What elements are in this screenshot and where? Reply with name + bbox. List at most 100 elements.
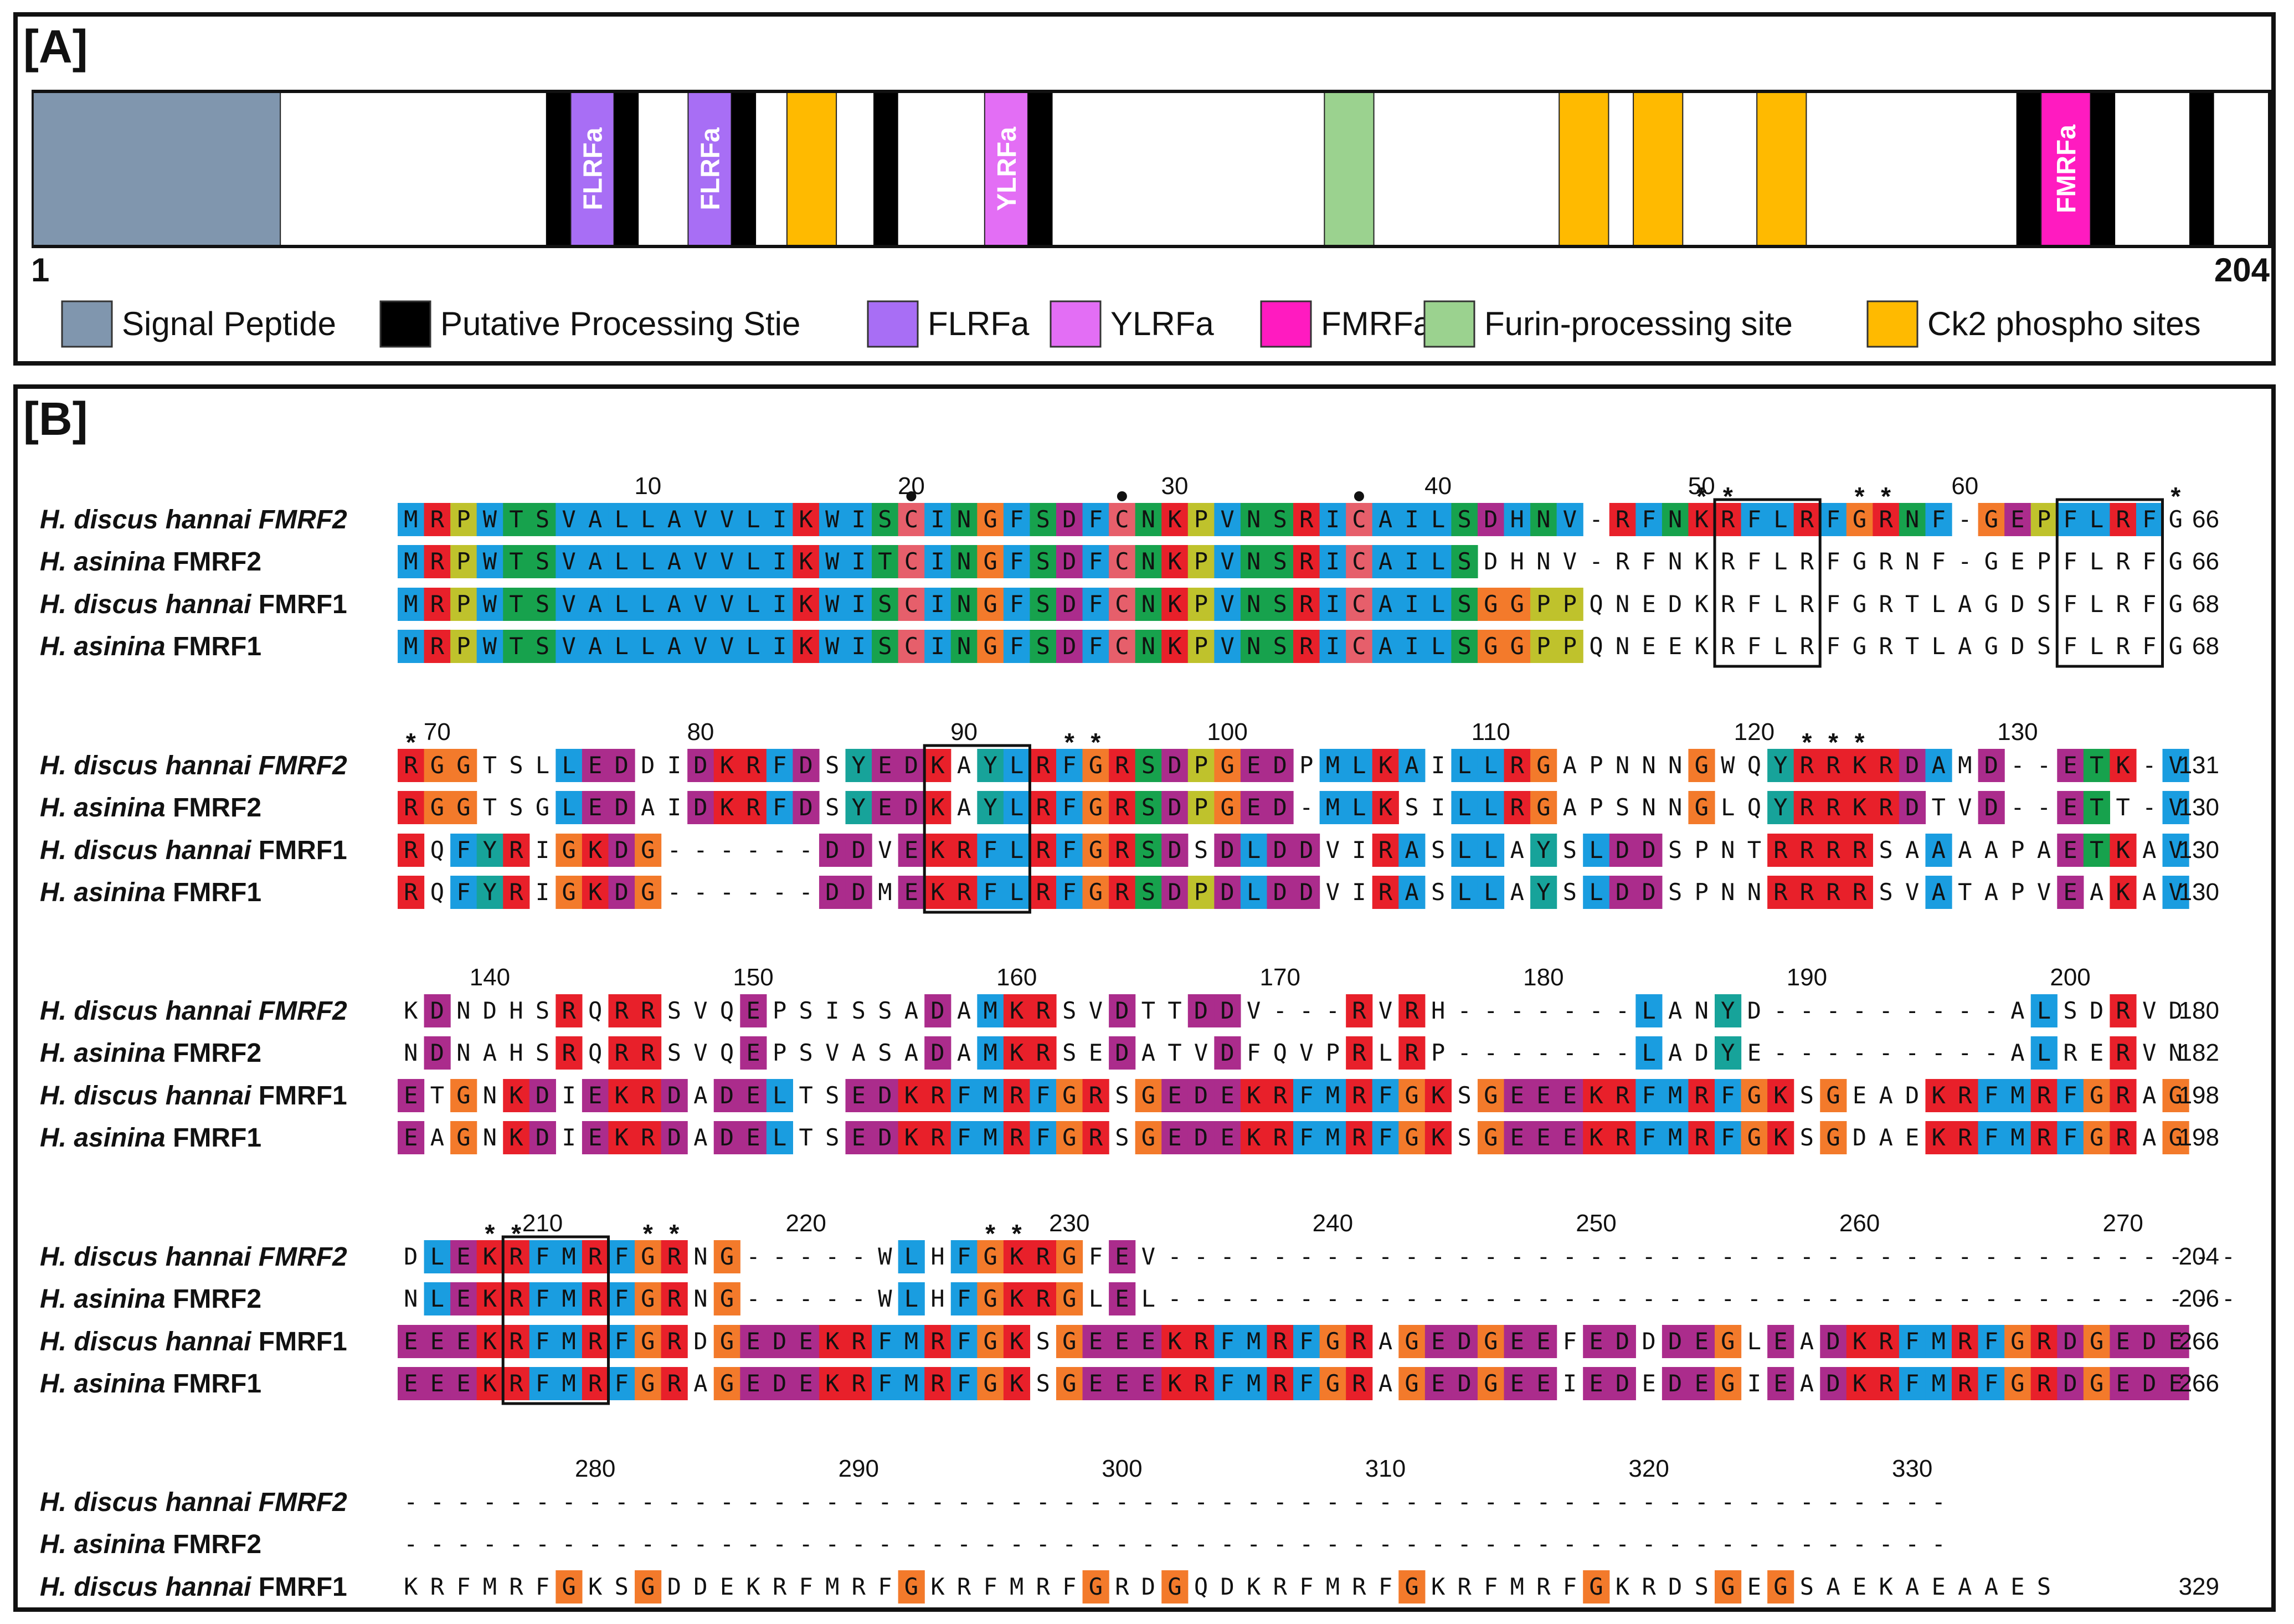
residue: A [1563,752,1577,779]
residue-highlight [1715,1367,1742,1400]
residue: N [1536,548,1550,575]
residue-highlight [977,834,1004,867]
residue: K [1247,1082,1261,1109]
residue-highlight [898,1121,925,1154]
residue-highlight [424,630,451,663]
residue-highlight [1056,791,1083,824]
residue: A [2142,1124,2156,1151]
residue: - [1405,1530,1418,1558]
residue-highlight [1688,1325,1715,1358]
residue: L [615,633,629,660]
residue-highlight [608,994,635,1027]
residue-highlight [556,1240,583,1273]
residue: R [2116,590,2131,618]
residue: F [536,1285,549,1312]
residue-highlight [608,1036,635,1070]
residue: M [1247,1370,1261,1397]
residue: - [1695,1530,1709,1558]
residue: - [1984,997,1998,1024]
residue: - [1510,1285,1524,1312]
residue-highlight [898,1367,925,1400]
residue: D [1194,1124,1208,1151]
residue: L [1010,878,1023,906]
residue: F [1299,1082,1313,1109]
residue: M [983,1124,997,1151]
residue: R [509,1573,523,1600]
residue-highlight [1135,876,1162,909]
residue: G [2090,1082,2103,1109]
residue: N [1721,878,1735,906]
residue: M [562,1243,575,1270]
residue-highlight [1161,834,1189,867]
residue: K [1379,794,1393,821]
residue: E [456,1285,470,1312]
residue-highlight [1530,1367,1557,1400]
residue-highlight [1477,834,1505,867]
residue: K [1379,752,1393,779]
residue: S [1879,836,1892,864]
residue: Q [1273,1039,1287,1066]
residue-highlight [1030,1240,1057,1273]
residue: D [852,836,866,864]
residue: E [404,1124,418,1151]
residue: P [456,506,470,533]
residue: K [1773,1082,1788,1109]
residue-highlight [1504,630,1531,663]
residue-highlight [1398,545,1426,578]
residue-highlight [1214,994,1241,1027]
residue: K [799,633,814,660]
residue: P [456,633,470,660]
residue: M [404,506,418,533]
residue: Y [852,752,866,779]
residue-highlight [1398,630,1426,663]
ruler-number: 130 [1997,718,2038,746]
residue: F [799,1573,813,1600]
residue: F [1826,506,1840,533]
residue: - [2063,1285,2077,1312]
residue: R [509,1370,523,1397]
residue: G [1141,1082,1155,1109]
residue: E [588,794,602,821]
residue: R [1299,548,1314,575]
residue-highlight [1688,791,1715,824]
residue-highlight [503,630,530,663]
residue: V [693,997,707,1024]
residue: - [1115,1488,1129,1515]
residue: - [1932,1039,1946,1066]
residue-highlight [1372,749,1399,782]
residue: - [1326,1530,1340,1558]
residue-highlight [1161,630,1189,663]
residue-highlight [793,630,820,663]
residue: E [2116,1370,2130,1397]
residue-highlight [1240,1079,1268,1112]
residue: H [930,1285,944,1312]
residue-highlight [1267,834,1294,867]
residue: G [2169,506,2183,533]
species-name: H. discus hannai [40,751,259,780]
residue: F [1220,1328,1234,1355]
residue: S [1431,878,1445,906]
residue: - [1089,1530,1103,1558]
residue: G [1326,1370,1340,1397]
residue: W [483,506,497,533]
residue: - [562,1488,575,1515]
residue-highlight [635,1240,662,1273]
residue-highlight [1293,630,1320,663]
residue: F [2063,548,2077,575]
residue: G [983,633,997,660]
residue-highlight [898,1570,925,1604]
residue: R [1010,1124,1024,1151]
residue: - [1326,997,1340,1024]
residue: K [1853,1328,1867,1355]
residue-highlight [635,503,662,536]
sequence-name: H. discus hannai FMRF2 [40,1488,347,1517]
residue-highlight [845,1367,872,1400]
residue-highlight [845,1079,872,1112]
residue-highlight [529,1325,556,1358]
residue-highlight [1346,545,1373,578]
residue: A [667,548,681,575]
residue: G [1853,548,1866,575]
residue: K [2116,752,2131,779]
residue: M [2010,1082,2024,1109]
residue: K [483,1285,497,1312]
